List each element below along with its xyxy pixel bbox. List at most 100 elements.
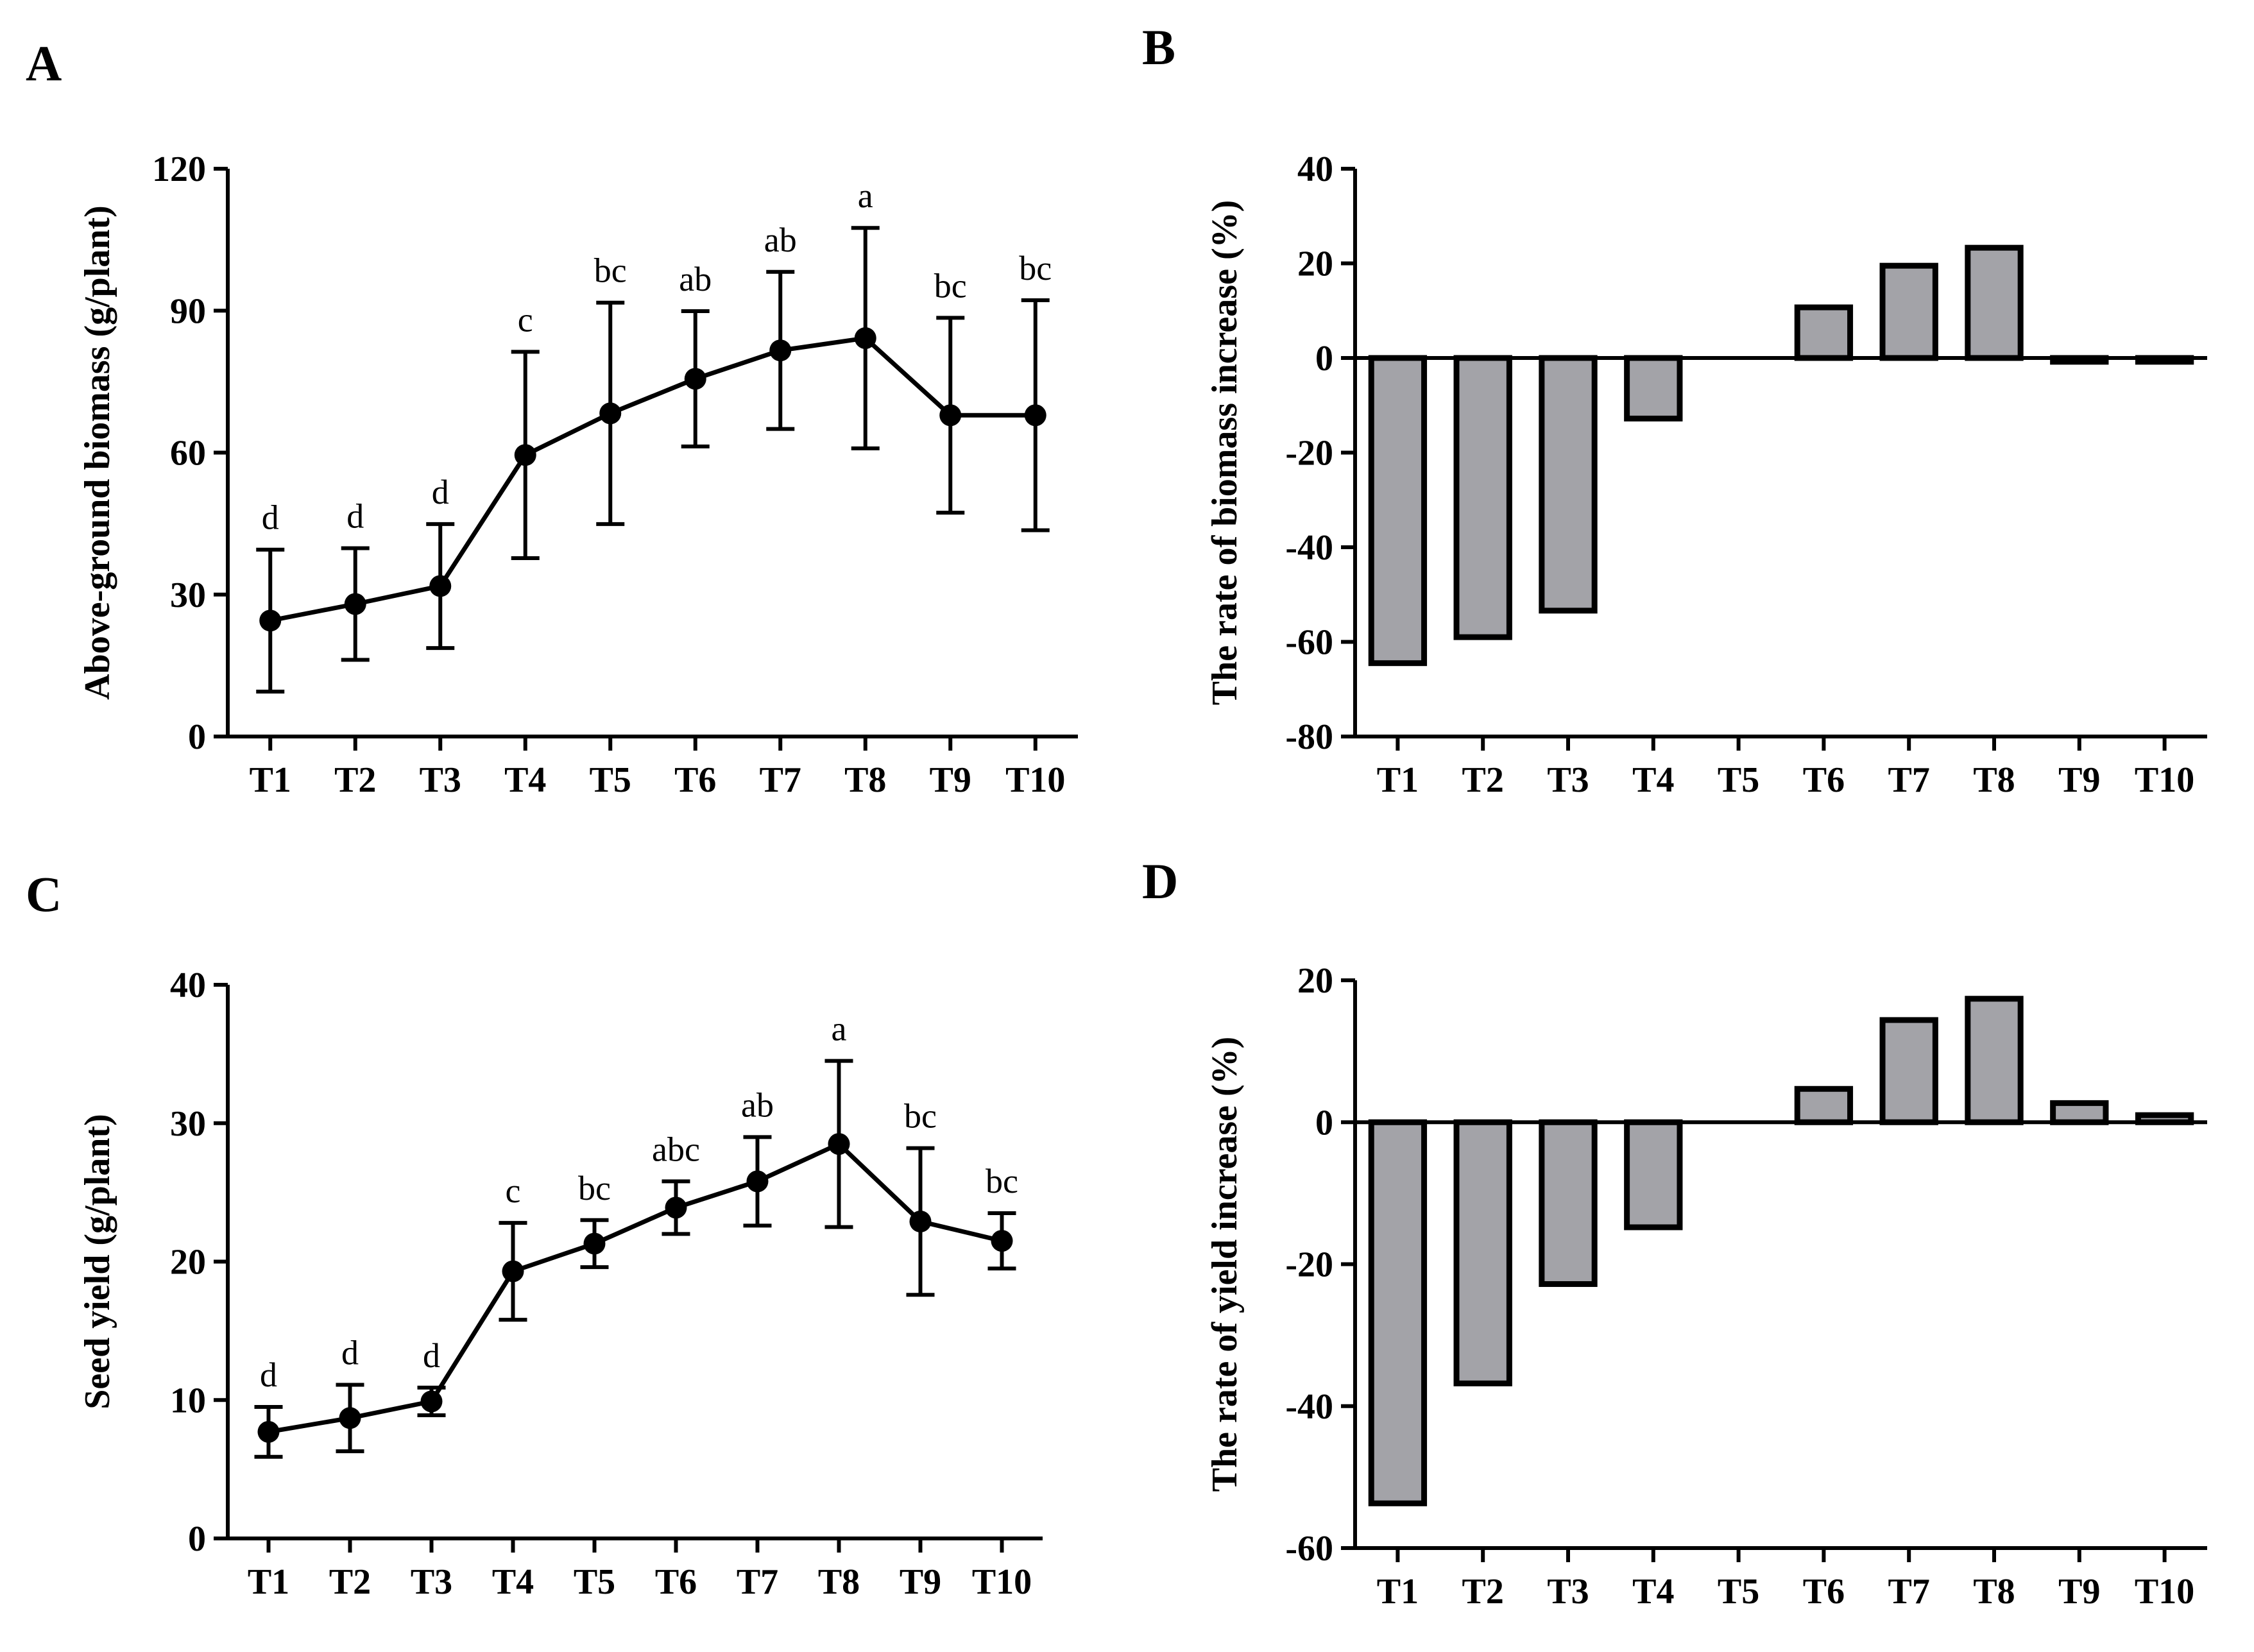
y-tick-label-b: -60 (1285, 623, 1333, 663)
x-tick-label-d: T4 (1632, 1572, 1674, 1612)
data-point-t6 (665, 1196, 687, 1219)
significance-label-t2: d (346, 497, 364, 535)
significance-label-t4: c (506, 1171, 521, 1210)
x-tick-label-d: T1 (1377, 1572, 1419, 1612)
x-tick-label-c: T3 (411, 1562, 452, 1602)
x-tick-label-d: T6 (1803, 1572, 1845, 1612)
significance-label-t10: bc (986, 1162, 1018, 1200)
x-tick-label-a: T8 (844, 760, 886, 800)
y-tick-label-c: 0 (188, 1519, 206, 1559)
bar-t4 (1624, 1119, 1683, 1230)
x-tick-label-c: T6 (655, 1562, 697, 1602)
panel-label-a: A (26, 35, 62, 91)
x-tick-label-b: T2 (1462, 760, 1504, 800)
data-point-t5 (599, 402, 622, 425)
x-tick-label-c: T4 (492, 1562, 534, 1602)
y-tick-label-b: -80 (1285, 717, 1333, 757)
y-tick-label-b: -40 (1285, 528, 1333, 568)
x-tick-label-a: T6 (674, 760, 716, 800)
bar-t3 (1539, 355, 1598, 614)
y-tick-label-d: -60 (1285, 1529, 1333, 1569)
significance-label-t2: d (341, 1334, 359, 1372)
bar-t1 (1368, 355, 1428, 667)
x-tick-label-d: T8 (1973, 1572, 2015, 1612)
bar-t4 (1624, 355, 1683, 422)
panel-d: D -60 -40 -20 0 20 T1 T2 T3 T4 T5 T6 T7 T8 T9 T10 The r… (1142, 853, 2207, 1612)
x-tick-label-b: T5 (1718, 760, 1759, 800)
panel-b: B -80 -60 -40 -20 0 20 40 T1 T2 T3 T4 T5 T6 T7 T8 T9 T10… (1142, 19, 2207, 800)
y-tick-label-b: 40 (1297, 149, 1333, 189)
x-tick-label-c: T8 (818, 1562, 860, 1602)
y-tick-label-d: 0 (1315, 1103, 1333, 1143)
y-tick-label-c: 30 (170, 1104, 206, 1144)
bar-t7 (1879, 262, 1938, 361)
bar-t8 (1965, 996, 2024, 1125)
significance-label-t8: a (858, 176, 873, 215)
y-tick-label-b: 0 (1315, 339, 1333, 379)
significance-label-t8: a (832, 1010, 847, 1048)
x-tick-label-b: T3 (1547, 760, 1589, 800)
x-tick-label-a: T10 (1005, 760, 1065, 800)
significance-label-t6: ab (679, 260, 712, 298)
significance-label-t9: bc (904, 1097, 937, 1136)
y-axis-title-a: Above-ground biomass (g/plant) (78, 205, 117, 700)
y-tick-label-c: 40 (170, 966, 206, 1005)
data-point-t9 (909, 1210, 932, 1232)
data-point-t5 (583, 1232, 606, 1255)
y-tick-label-d: -20 (1285, 1245, 1333, 1285)
x-tick-label-d: T2 (1462, 1572, 1504, 1612)
y-axis-title-d: The rate of yield increase (%) (1205, 1037, 1245, 1492)
significance-label-t7: ab (764, 221, 797, 259)
data-point-t10 (1024, 404, 1046, 427)
significance-label-t3: d (432, 473, 449, 511)
x-tick-label-d: T7 (1888, 1572, 1930, 1612)
x-tick-label-b: T7 (1888, 760, 1930, 800)
panel-label-d: D (1142, 853, 1178, 909)
x-tick-label-c: T5 (574, 1562, 615, 1602)
y-tick-label-d: -40 (1285, 1387, 1333, 1427)
data-point-t10 (991, 1230, 1013, 1252)
x-tick-label-a: T9 (930, 760, 971, 800)
significance-label-t10: bc (1019, 249, 1052, 287)
bar-t3 (1539, 1119, 1598, 1287)
y-tick-label-c: 20 (170, 1243, 206, 1282)
y-tick-label-a: 0 (188, 717, 206, 757)
x-tick-label-c: T9 (900, 1562, 941, 1602)
x-tick-label-c: T1 (248, 1562, 289, 1602)
x-tick-label-d: T3 (1547, 1572, 1589, 1612)
bar-t6 (1794, 1086, 1854, 1125)
x-tick-label-b: T6 (1803, 760, 1845, 800)
x-tick-label-d: T10 (2135, 1572, 2194, 1612)
x-tick-label-a: T2 (334, 760, 376, 800)
x-tick-label-d: T5 (1718, 1572, 1759, 1612)
x-tick-label-b: T1 (1377, 760, 1419, 800)
y-tick-label-d: 20 (1297, 961, 1333, 1001)
x-tick-label-c: T2 (329, 1562, 371, 1602)
y-axis-title-c: Seed yield (g/plant) (78, 1114, 117, 1409)
data-point-t6 (684, 368, 706, 390)
data-point-t8 (854, 327, 876, 350)
bar-t6 (1794, 304, 1854, 361)
data-point-t7 (769, 339, 792, 362)
panel-label-b: B (1142, 19, 1175, 75)
x-tick-label-a: T4 (504, 760, 546, 800)
data-point-t9 (939, 404, 962, 427)
data-point-t3 (420, 1390, 443, 1413)
x-tick-label-a: T1 (250, 760, 291, 800)
significance-label-t1: d (260, 1356, 277, 1394)
y-tick-label-a: 120 (152, 149, 206, 189)
y-tick-label-a: 60 (170, 434, 206, 473)
y-tick-label-a: 90 (170, 291, 206, 331)
significance-label-t1: d (262, 498, 279, 537)
x-tick-label-b: T10 (2135, 760, 2194, 800)
x-tick-label-a: T7 (760, 760, 801, 800)
data-point-t2 (344, 593, 366, 615)
data-point-t7 (746, 1170, 769, 1193)
x-tick-label-c: T10 (972, 1562, 1032, 1602)
bar-t7 (1879, 1017, 1938, 1125)
x-tick-label-a: T5 (590, 760, 631, 800)
data-point-t1 (257, 1420, 280, 1443)
x-tick-label-d: T9 (2058, 1572, 2100, 1612)
data-point-t1 (259, 609, 282, 632)
